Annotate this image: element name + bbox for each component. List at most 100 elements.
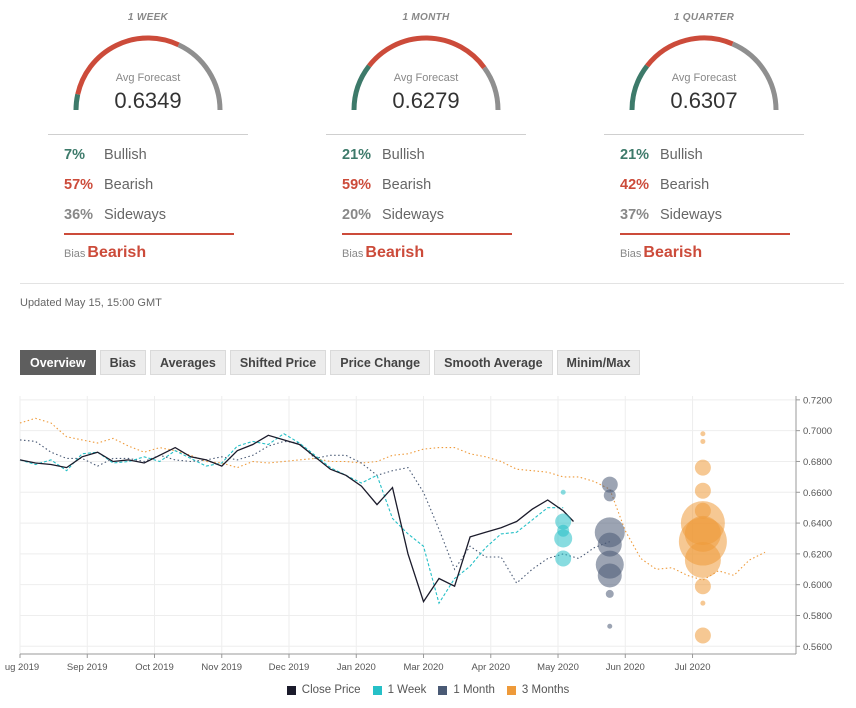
y-tick-label: 0.7200 <box>803 395 832 406</box>
forecast-bubble-1-week <box>554 529 573 548</box>
x-tick-label: Mar 2020 <box>403 662 443 673</box>
bearish-percent: 42% <box>620 177 650 193</box>
legend-swatch-month <box>438 685 448 695</box>
gauge-value: 0.6307 <box>670 88 738 113</box>
x-tick-label: Apr 2020 <box>471 662 510 673</box>
bias-row: Bias Bearish <box>620 244 702 262</box>
gauge-divider <box>604 134 804 135</box>
bias-value: Bearish <box>87 244 147 261</box>
y-tick-label: 0.6600 <box>803 488 832 499</box>
chart-tabs: Overview Bias Averages Shifted Price Pri… <box>20 350 644 375</box>
forecast-bubble-1-month <box>597 563 622 588</box>
bias-key: Bias <box>342 248 364 260</box>
y-tick-label: 0.6800 <box>803 457 832 468</box>
series-line-1-week <box>19 433 564 605</box>
forecast-bubble-3-months <box>700 600 706 606</box>
gauge-arc <box>73 35 223 111</box>
gauge-value: 0.6279 <box>392 88 460 113</box>
y-tick-label: 0.6400 <box>803 519 832 530</box>
gauge-segment-sideways <box>177 42 223 111</box>
bias-value: Bearish <box>643 244 703 261</box>
legend-item-month[interactable]: 1 Month <box>438 684 495 696</box>
tab-bias[interactable]: Bias <box>99 350 146 375</box>
sideways-label: Sideways <box>660 207 723 223</box>
bearish-label: Bearish <box>382 177 432 193</box>
forecast-bubble-3-months <box>700 438 706 444</box>
forecast-bubble-1-month <box>601 476 618 493</box>
stat-bullish: 21% Bullish <box>620 145 703 165</box>
tab-shifted-price[interactable]: Shifted Price <box>229 350 327 375</box>
gauge-segment-bearish <box>367 35 487 70</box>
y-tick-label: 0.6200 <box>803 549 832 560</box>
sideways-label: Sideways <box>382 207 445 223</box>
stat-bearish: 42% Bearish <box>620 175 709 195</box>
series-line-1-month <box>19 439 611 584</box>
x-tick-label: Jun 2020 <box>606 662 645 673</box>
forecast-bubble-1-month <box>607 623 613 629</box>
gauge-period: 1 QUARTER <box>673 12 735 23</box>
bullish-label: Bullish <box>382 147 425 163</box>
legend-item-quarter[interactable]: 3 Months <box>506 684 570 696</box>
x-tick-label: Jul 2020 <box>675 662 711 673</box>
tab-minim-max[interactable]: Minim/Max <box>556 350 641 375</box>
x-tick-label: Dec 2019 <box>269 662 310 673</box>
section-divider <box>20 283 844 284</box>
forecast-bubble-1-week <box>560 489 566 495</box>
bias-underline <box>64 233 234 235</box>
legend-item-week[interactable]: 1 Week <box>372 684 427 696</box>
y-tick-label: 0.5600 <box>803 642 832 653</box>
gauge-period: 1 MONTH <box>402 12 450 23</box>
series-line-close-price <box>19 434 574 604</box>
legend-label-close: Close Price <box>301 684 361 696</box>
forecast-bubble-3-months <box>694 459 711 476</box>
stat-bullish: 21% Bullish <box>342 145 425 165</box>
gauge-label: Avg Forecast <box>393 72 459 84</box>
gauge-segment-bearish <box>645 35 734 68</box>
bullish-percent: 7% <box>64 147 85 163</box>
bias-row: Bias Bearish <box>342 244 424 262</box>
stat-bullish: 7% Bullish <box>64 145 147 165</box>
legend-item-close[interactable]: Close Price <box>286 684 361 696</box>
y-tick-label: 0.7000 <box>803 426 832 437</box>
gauge-arc <box>351 35 501 111</box>
bullish-percent: 21% <box>620 147 650 163</box>
bearish-percent: 59% <box>342 177 372 193</box>
gauge-label: Avg Forecast <box>671 72 737 84</box>
legend-label-quarter: 3 Months <box>521 684 570 696</box>
stat-sideways: 37% Sideways <box>620 205 722 225</box>
chart-legend: Close Price 1 Week 1 Month 3 Months <box>0 684 856 696</box>
series-line-3-months <box>19 417 766 581</box>
bias-key: Bias <box>64 248 86 260</box>
forecast-bubble-1-month <box>605 589 614 598</box>
tab-price-change[interactable]: Price Change <box>330 350 431 375</box>
legend-label-week: 1 Week <box>387 684 427 696</box>
bias-underline <box>342 233 512 235</box>
bias-key: Bias <box>620 248 642 260</box>
sideways-percent: 20% <box>342 207 372 223</box>
stat-bearish: 59% Bearish <box>342 175 431 195</box>
forecast-bubble-3-months <box>684 542 721 579</box>
tab-smooth-average[interactable]: Smooth Average <box>434 350 553 375</box>
sideways-percent: 37% <box>620 207 650 223</box>
tab-overview[interactable]: Overview <box>20 350 96 375</box>
sideways-percent: 36% <box>64 207 94 223</box>
forecast-bubble-3-months <box>694 578 711 595</box>
bearish-label: Bearish <box>104 177 154 193</box>
gauge-segment-sideways <box>482 66 501 111</box>
updated-timestamp: Updated May 15, 15:00 GMT <box>20 297 162 309</box>
forecast-bubble-1-week <box>555 513 572 530</box>
gauge-divider <box>326 134 526 135</box>
forecast-bubble-3-months <box>694 482 711 499</box>
legend-swatch-quarter <box>506 685 516 695</box>
tab-averages[interactable]: Averages <box>150 350 226 375</box>
gauge-segment-bullish <box>73 93 81 111</box>
x-tick-label: Jan 2020 <box>337 662 376 673</box>
x-tick-label: Oct 2019 <box>135 662 174 673</box>
forecast-chart: 0.7200 0.7000 0.6800 0.6600 0.6400 0.6200 0.60… <box>5 395 832 673</box>
bias-value: Bearish <box>365 244 425 261</box>
bullish-label: Bullish <box>104 147 147 163</box>
stat-sideways: 20% Sideways <box>342 205 444 225</box>
bias-row: Bias Bearish <box>64 244 146 262</box>
y-tick-label: 0.6000 <box>803 580 832 591</box>
bullish-label: Bullish <box>660 147 703 163</box>
